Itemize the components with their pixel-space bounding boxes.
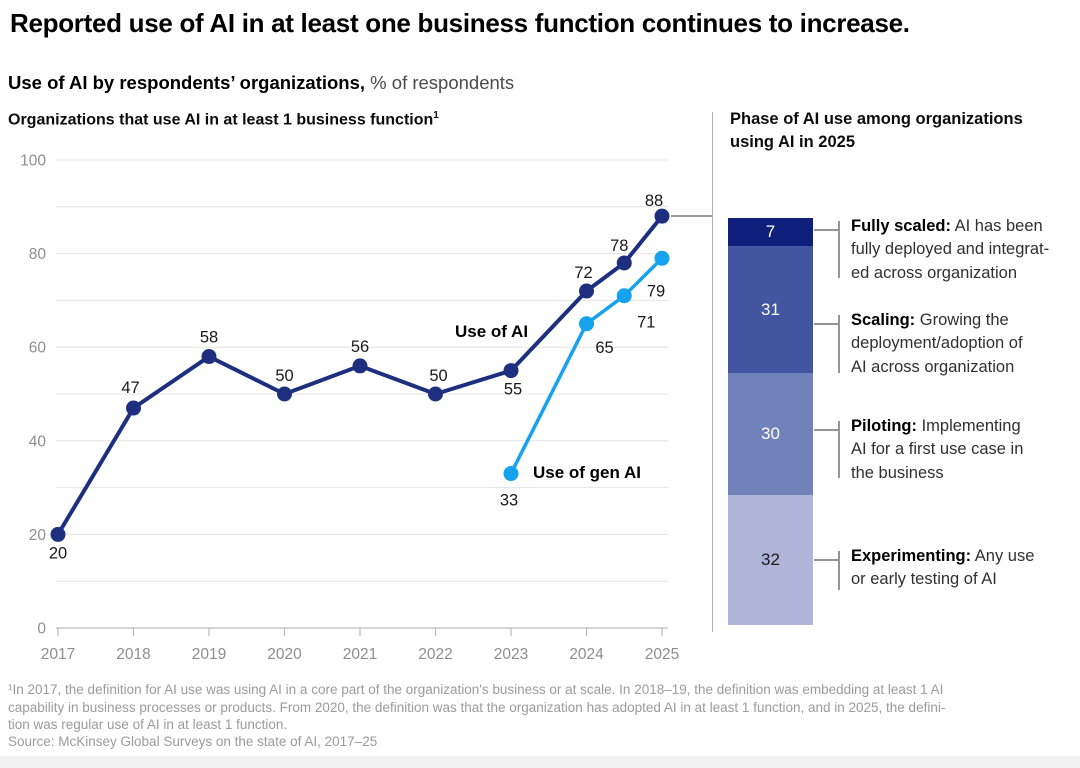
tick-fully-scaled xyxy=(838,221,840,278)
x-axis-label: 2024 xyxy=(569,646,604,663)
phase-desc: Growing the deployment/adoption of AI ac… xyxy=(851,311,1023,376)
tick-experimenting xyxy=(838,551,840,590)
main-title: Reported use of AI in at least one busin… xyxy=(10,8,910,38)
y-axis-label: 100 xyxy=(20,153,46,170)
phase-desc: Implementing AI for a first use case in … xyxy=(851,417,1024,482)
data-point xyxy=(579,283,594,299)
bar-segment: 30 xyxy=(728,372,813,495)
data-point xyxy=(277,386,292,402)
phase-desc: Any use or early testing of AI xyxy=(851,547,1035,589)
chart-subtitle: Use of AI by respondents’ organizations,… xyxy=(8,72,514,94)
data-point xyxy=(201,349,217,365)
y-axis-label: 40 xyxy=(29,433,47,450)
data-point xyxy=(654,250,670,266)
x-axis-label: 2017 xyxy=(41,646,75,663)
x-axis-label: 2021 xyxy=(343,646,377,663)
bar-segment-value: 32 xyxy=(761,549,780,569)
tick-scaling xyxy=(838,315,840,373)
x-axis-label: 2018 xyxy=(116,646,150,663)
bar-segment: 7 xyxy=(728,218,813,247)
data-label: 65 xyxy=(595,339,613,357)
panel-divider xyxy=(712,112,713,632)
x-axis-label: 2023 xyxy=(494,646,528,663)
data-label: 56 xyxy=(351,338,369,356)
y-axis-label: 80 xyxy=(29,246,47,263)
data-label: 33 xyxy=(500,492,518,510)
left-chart-heading-text: Organizations that use AI in at least 1 … xyxy=(8,111,434,129)
phase-panel-heading: Phase of AI use among organizations usin… xyxy=(730,110,1023,151)
data-label: 47 xyxy=(121,379,139,397)
bar-segment-value: 7 xyxy=(765,222,776,242)
data-label: 72 xyxy=(574,264,592,282)
data-point xyxy=(50,526,66,542)
connector-line-88-to-bar xyxy=(671,215,712,217)
bar-segment-value: 30 xyxy=(761,423,780,443)
bottom-strip xyxy=(0,756,1080,768)
data-point xyxy=(503,466,519,482)
connector-piloting xyxy=(814,429,838,431)
subtitle-bold: Use of AI by respondents’ organizations, xyxy=(8,72,366,93)
line-chart: 0 20 40 60 80 100 2017 2018 2019 2020 2021 2022 2023… xyxy=(20,153,679,664)
phase-term: Scaling: xyxy=(851,311,916,329)
bar-segment-value: 31 xyxy=(761,299,780,319)
x-axis-label: 2020 xyxy=(267,646,302,663)
bar-segment: 32 xyxy=(728,494,813,625)
phase-term: Fully scaled: xyxy=(851,217,951,235)
connector-scaling xyxy=(814,323,838,325)
footnote: ¹In 2017, the definition for AI use was … xyxy=(8,682,946,732)
series-line xyxy=(56,214,664,536)
data-point xyxy=(579,316,594,332)
source-line: Source: McKinsey Global Surveys on the s… xyxy=(8,734,378,749)
x-axis-label: 2022 xyxy=(418,646,452,663)
data-point xyxy=(126,400,141,416)
y-axis-label: 0 xyxy=(37,621,46,638)
x-axis-label: 2025 xyxy=(645,646,679,663)
data-label: 88 xyxy=(645,192,663,210)
data-label: 79 xyxy=(647,282,665,300)
tick-piloting xyxy=(838,421,840,478)
data-label: 20 xyxy=(49,544,67,562)
footnote-marker: 1 xyxy=(433,110,439,121)
series-name-label: Use of gen AI xyxy=(533,463,641,482)
stacked-bar: 7 31 30 32 xyxy=(728,218,813,625)
phase-label-fully-scaled: Fully scaled: AI has been fully deployed… xyxy=(851,215,1080,285)
data-label: 55 xyxy=(504,381,522,399)
data-label: 58 xyxy=(200,329,218,347)
data-label: 71 xyxy=(637,314,655,332)
data-label: 78 xyxy=(610,237,628,255)
data-point xyxy=(428,386,443,402)
x-axis-label: 2019 xyxy=(192,646,226,663)
phase-label-experimenting: Experimenting: Any use or early testing … xyxy=(851,545,1080,592)
bar-segment: 31 xyxy=(728,246,813,373)
subtitle-units: % of respondents xyxy=(365,72,515,93)
left-chart-heading: Organizations that use AI in at least 1 … xyxy=(8,110,439,129)
data-label: 50 xyxy=(429,367,447,385)
phase-term: Experimenting: xyxy=(851,547,972,565)
data-point xyxy=(654,208,670,224)
connector-experimenting xyxy=(814,559,838,561)
series-name-label: Use of AI xyxy=(455,322,528,341)
data-point xyxy=(503,363,519,379)
data-point xyxy=(616,288,632,304)
data-label: 50 xyxy=(275,367,293,385)
connector-fully-scaled xyxy=(814,229,838,231)
phase-desc: AI has been fully deployed and integrat-… xyxy=(851,217,1050,282)
phase-term: Piloting: xyxy=(851,417,917,435)
data-point xyxy=(616,255,632,271)
y-axis-label: 20 xyxy=(29,527,47,544)
data-point xyxy=(352,358,368,374)
phase-label-scaling: Scaling: Growing the deployment/adoption… xyxy=(851,309,1080,379)
series-line xyxy=(509,257,664,475)
phase-label-piloting: Piloting: Implementing AI for a first us… xyxy=(851,415,1080,485)
y-axis-label: 60 xyxy=(29,340,47,357)
